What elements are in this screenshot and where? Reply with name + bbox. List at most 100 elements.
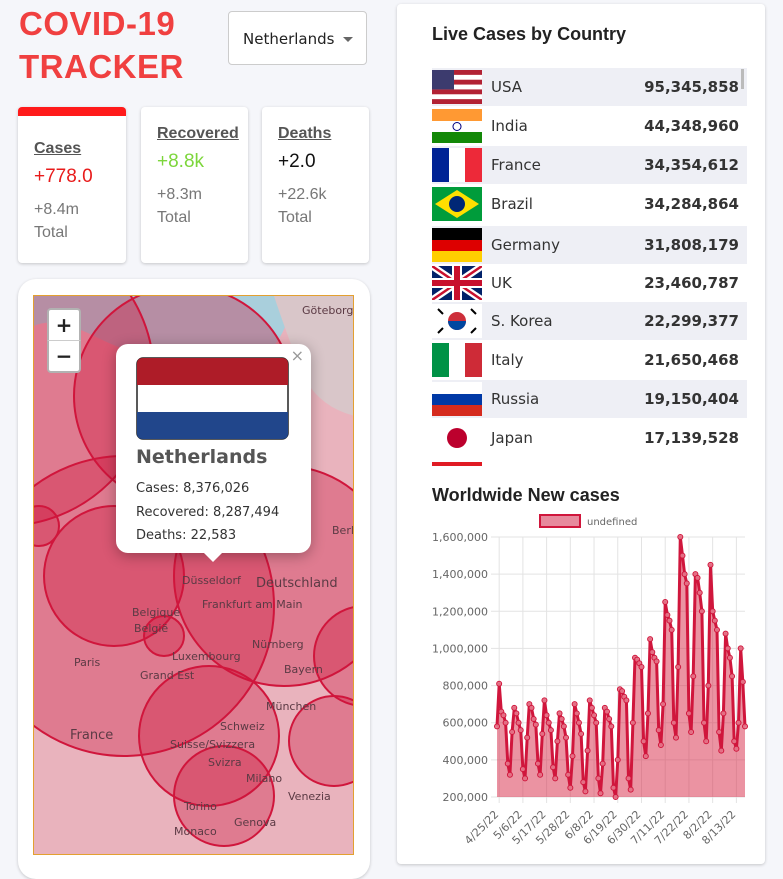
card-title: Cases <box>34 140 82 157</box>
point <box>552 775 559 782</box>
point <box>683 580 690 587</box>
flag <box>432 421 482 455</box>
card-today: +778.0 <box>34 166 93 187</box>
app-title: COVID-19 TRACKER <box>19 5 184 85</box>
next-flag-edge <box>432 462 482 466</box>
case-count: 44,348,960 <box>644 117 739 135</box>
point <box>739 678 746 685</box>
country-name: Japan <box>491 429 533 447</box>
case-count: 95,345,858 <box>644 78 739 96</box>
country-select[interactable]: Netherlands <box>228 11 367 65</box>
point <box>550 764 557 771</box>
card-total: +22.6k <box>278 186 327 203</box>
point <box>629 719 636 726</box>
flag <box>432 70 482 104</box>
point <box>530 716 537 722</box>
point <box>698 608 705 615</box>
point <box>509 729 516 735</box>
point <box>545 719 552 726</box>
card-title: Deaths <box>278 125 332 142</box>
table-row: India 44,348,960 <box>432 107 747 145</box>
point <box>543 712 550 719</box>
point <box>627 786 634 793</box>
point <box>644 710 651 717</box>
point <box>567 784 574 791</box>
map-label: Luxembourg <box>172 650 241 663</box>
point <box>563 734 570 741</box>
popup-flag <box>136 357 289 440</box>
x-tick-label: 4/25/22 <box>462 808 501 845</box>
case-count: 31,808,179 <box>644 236 739 254</box>
point <box>541 697 548 704</box>
point <box>554 738 561 745</box>
point <box>619 688 626 695</box>
point <box>722 630 729 637</box>
map-label: Suisse/Svizzera <box>170 738 256 751</box>
case-count: 23,460,787 <box>644 274 739 292</box>
point <box>519 766 526 773</box>
table-title: Live Cases by Country <box>432 24 627 44</box>
point <box>599 760 606 767</box>
point <box>677 534 684 540</box>
popup-close[interactable]: × <box>290 346 304 365</box>
scrollbar <box>741 69 744 89</box>
y-tick-label: 200,000 <box>443 791 489 804</box>
popup-line: Deaths: 22,583 <box>136 528 237 543</box>
point <box>705 682 712 689</box>
point <box>657 742 664 748</box>
map[interactable]: + − Göteborg Berlin Düsseldorf Deutschland B… <box>33 295 354 855</box>
point <box>608 723 615 730</box>
card-total: +8.3m <box>157 186 202 203</box>
point <box>575 719 582 726</box>
point <box>571 701 578 708</box>
point <box>675 664 682 670</box>
point <box>573 710 580 717</box>
point <box>500 712 507 719</box>
case-count: 17,139,528 <box>644 429 739 447</box>
point <box>603 708 610 715</box>
table-row: Italy 21,650,468 <box>432 341 747 379</box>
table-row: France 34,354,612 <box>432 146 747 184</box>
point <box>597 790 604 797</box>
point <box>666 617 673 624</box>
popup-country: Netherlands <box>136 446 268 468</box>
legend-label: undefined <box>587 517 637 528</box>
point <box>729 673 736 680</box>
country-name: Brazil <box>491 195 533 213</box>
point <box>679 552 686 559</box>
map-label: Göteborg <box>302 304 354 317</box>
map-label: Monaco <box>174 825 217 838</box>
map-label: Torino <box>184 800 217 813</box>
card-today: +8.8k <box>157 151 205 172</box>
point <box>685 710 692 717</box>
popup: × Netherlands Cases: 8,376,026 Recovered… <box>116 344 311 553</box>
recovered-card[interactable]: Recovered +8.8k +8.3m Total <box>141 107 248 263</box>
card-title: Recovered <box>157 125 239 142</box>
zoom-out[interactable]: − <box>47 341 81 373</box>
point <box>718 747 725 754</box>
point <box>610 784 617 791</box>
popup-tip <box>203 552 223 572</box>
map-label: München <box>266 700 317 713</box>
map-label: Berlin <box>332 524 354 537</box>
point <box>694 574 701 581</box>
table-row: Germany 31,808,179 <box>432 226 747 264</box>
deaths-card[interactable]: Deaths +2.0 +22.6k Total <box>262 107 369 263</box>
point <box>707 561 714 568</box>
map-label: Grand Est <box>140 669 195 682</box>
y-tick-label: 800,000 <box>443 680 489 693</box>
point <box>726 654 733 661</box>
flag <box>432 109 482 143</box>
point <box>733 745 740 752</box>
point <box>511 704 518 711</box>
y-tick-label: 1,200,000 <box>432 605 488 618</box>
point <box>502 719 509 726</box>
cases-card[interactable]: Cases +778.0 +8.4m Total <box>18 107 126 263</box>
point <box>660 701 667 708</box>
point <box>524 734 531 741</box>
zoom-in[interactable]: + <box>47 308 81 341</box>
point <box>593 719 600 726</box>
point <box>670 719 677 726</box>
map-label: Bayern <box>284 663 323 676</box>
map-label: Belgique <box>132 606 181 619</box>
